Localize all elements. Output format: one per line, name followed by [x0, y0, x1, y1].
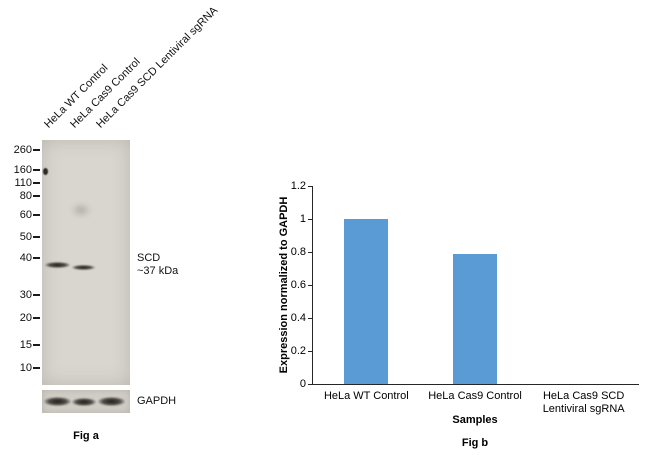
gapdh-band-lane3 — [98, 397, 125, 406]
mw-marker-50: 50 — [19, 231, 32, 243]
faint-background-smudge — [70, 202, 92, 218]
x-category-label: HeLa Cas9 SCD Lentiviral sgRNA — [542, 390, 625, 415]
y-tick-label: 0 — [299, 378, 306, 390]
mw-tick — [33, 317, 40, 319]
y-tick-mark — [308, 186, 312, 187]
target-name-label: SCD — [137, 252, 161, 264]
y-tick-mark — [308, 318, 312, 319]
mw-marker-160: 160 — [13, 164, 32, 176]
scd-band-lane2 — [72, 265, 95, 270]
target-band-annotation: SCD ~37 kDa — [137, 252, 178, 278]
x-category-label: HeLa Cas9 Control — [428, 390, 522, 402]
x-axis-line — [312, 384, 639, 385]
bar-1 — [344, 219, 389, 384]
blot-membrane — [42, 140, 130, 385]
mw-tick — [33, 294, 40, 296]
y-axis-line — [312, 186, 313, 385]
y-tick-label: 1 — [299, 213, 306, 225]
blot-artifact-dot — [43, 168, 48, 175]
fig-a-caption: Fig a — [73, 430, 99, 442]
mw-tick — [33, 236, 40, 238]
mw-marker-15: 15 — [19, 339, 32, 351]
mw-marker-40: 40 — [19, 252, 32, 264]
y-tick-mark — [308, 285, 312, 286]
mw-tick — [33, 149, 40, 151]
gapdh-band-lane2 — [72, 398, 96, 406]
mw-tick — [33, 195, 40, 197]
fig-b-caption: Fig b — [461, 437, 489, 449]
x-axis-title: Samples — [452, 414, 498, 426]
bar-2 — [453, 253, 497, 384]
y-tick-mark — [308, 252, 312, 253]
y-tick-label: 0.4 — [290, 312, 306, 324]
mw-tick — [33, 257, 40, 259]
y-tick-label: 1.2 — [290, 180, 306, 192]
scd-band-lane1 — [45, 262, 70, 268]
y-tick-mark — [308, 384, 312, 385]
y-tick-mark — [308, 351, 312, 352]
mw-marker-10: 10 — [19, 362, 32, 374]
mw-tick — [33, 367, 40, 369]
mw-marker-110: 110 — [14, 177, 32, 189]
mw-marker-30: 30 — [19, 289, 32, 301]
gapdh-band-lane1 — [44, 397, 71, 406]
mw-tick — [33, 182, 40, 184]
gapdh-blot-strip — [42, 390, 130, 413]
target-size-label: ~37 kDa — [137, 265, 179, 277]
y-tick-label: 0.6 — [290, 279, 306, 291]
x-category-label: HeLa WT Control — [323, 390, 409, 402]
mw-tick — [33, 214, 40, 216]
y-tick-label: 0.2 — [290, 345, 306, 357]
mw-marker-80: 80 — [19, 190, 32, 202]
y-tick-mark — [308, 219, 312, 220]
mw-marker-260: 260 — [13, 144, 32, 156]
y-tick-label: 0.8 — [290, 246, 306, 258]
mw-tick — [33, 344, 40, 346]
mw-marker-60: 60 — [19, 209, 32, 221]
mw-tick — [33, 169, 40, 171]
mw-marker-20: 20 — [19, 312, 32, 324]
loading-control-label: GAPDH — [137, 395, 177, 407]
